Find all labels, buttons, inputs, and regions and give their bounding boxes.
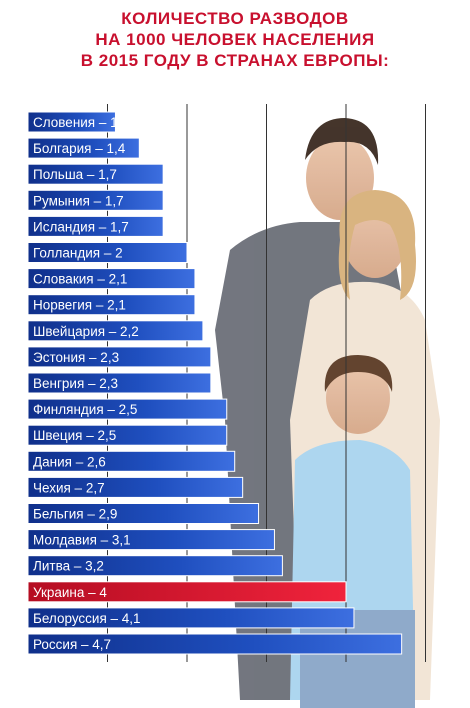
bar-label-11: Венгрия – 2,3 bbox=[33, 376, 118, 391]
title-line-1: КОЛИЧЕСТВО РАЗВОДОВ bbox=[121, 9, 349, 28]
bar-7 bbox=[27, 268, 196, 290]
bar-label-4: Румыния – 1,7 bbox=[33, 193, 124, 208]
bar-label-9: Швейцария – 2,2 bbox=[33, 324, 139, 339]
bar-5 bbox=[27, 215, 164, 237]
bar-10 bbox=[27, 346, 212, 368]
bar-17 bbox=[27, 529, 275, 551]
family-photo bbox=[215, 118, 440, 708]
bar-13 bbox=[27, 424, 228, 446]
title-line-2: НА 1000 ЧЕЛОВЕК НАСЕЛЕНИЯ bbox=[95, 30, 375, 49]
chart-title: КОЛИЧЕСТВО РАЗВОДОВ НА 1000 ЧЕЛОВЕК НАСЕ… bbox=[0, 8, 470, 71]
bar-label-15: Чехия – 2,7 bbox=[33, 480, 105, 495]
bar-label-16: Бельгия – 2,9 bbox=[33, 507, 117, 522]
bar-15 bbox=[27, 476, 244, 498]
bar-19 bbox=[27, 581, 347, 603]
bar-14 bbox=[27, 450, 236, 472]
bar-20 bbox=[27, 607, 355, 629]
bar-label-3: Польша – 1,7 bbox=[33, 167, 117, 182]
bar-6 bbox=[27, 242, 188, 263]
bar-label-17: Молдавия – 3,1 bbox=[33, 533, 131, 548]
bar-12 bbox=[27, 398, 228, 420]
bar-21 bbox=[27, 633, 403, 655]
bar-4 bbox=[27, 189, 164, 211]
bar-1 bbox=[27, 111, 116, 133]
bar-label-21: Россия – 4,7 bbox=[33, 637, 111, 652]
bar-label-14: Дания – 2,6 bbox=[33, 454, 106, 469]
bar-label-2: Болгария – 1,4 bbox=[33, 141, 126, 156]
bar-9 bbox=[27, 320, 204, 342]
bar-label-20: Белоруссия – 4,1 bbox=[33, 611, 141, 626]
bar-18 bbox=[27, 555, 283, 577]
title-line-3: В 2015 ГОДУ В СТРАНАХ ЕВРОПЫ: bbox=[80, 51, 390, 70]
bar-11 bbox=[27, 372, 212, 394]
bar-label-10: Эстония – 2,3 bbox=[33, 350, 119, 365]
bar-label-12: Финляндия – 2,5 bbox=[33, 402, 137, 417]
bar-3 bbox=[27, 163, 164, 185]
bar-label-13: Швеция – 2,5 bbox=[33, 428, 116, 443]
bar-16 bbox=[27, 503, 260, 524]
bar-8 bbox=[27, 294, 196, 316]
bar-label-6: Голландия – 2 bbox=[33, 246, 123, 261]
bar-label-7: Словакия – 2,1 bbox=[33, 272, 127, 287]
bar-label-5: Исландия – 1,7 bbox=[33, 219, 129, 234]
bar-2 bbox=[27, 137, 140, 159]
bars: Словения – 1,1 Болгария – 1,4 Польша – 1,7… bbox=[27, 111, 403, 655]
bar-label-18: Литва – 3,2 bbox=[33, 559, 104, 574]
bar-label-8: Норвегия – 2,1 bbox=[33, 298, 126, 313]
bar-label-1: Словения – 1,1 bbox=[33, 115, 129, 130]
bar-label-19: Украина – 4 bbox=[33, 585, 107, 600]
